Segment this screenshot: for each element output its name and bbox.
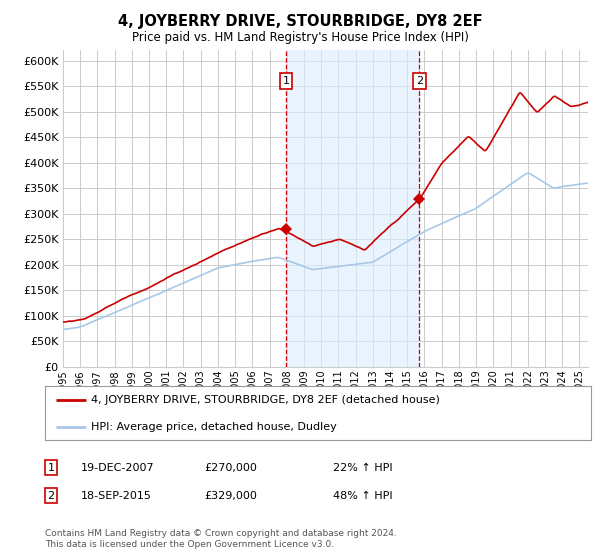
Text: £270,000: £270,000 — [204, 463, 257, 473]
Text: Contains HM Land Registry data © Crown copyright and database right 2024.
This d: Contains HM Land Registry data © Crown c… — [45, 529, 397, 549]
Text: 1: 1 — [283, 76, 290, 86]
Text: £329,000: £329,000 — [204, 491, 257, 501]
Text: 48% ↑ HPI: 48% ↑ HPI — [333, 491, 392, 501]
Text: 2: 2 — [47, 491, 55, 501]
Text: 22% ↑ HPI: 22% ↑ HPI — [333, 463, 392, 473]
Text: 4, JOYBERRY DRIVE, STOURBRIDGE, DY8 2EF: 4, JOYBERRY DRIVE, STOURBRIDGE, DY8 2EF — [118, 14, 482, 29]
Text: 2: 2 — [416, 76, 423, 86]
Bar — [286, 50, 419, 367]
Text: HPI: Average price, detached house, Dudley: HPI: Average price, detached house, Dudl… — [91, 422, 337, 432]
Text: 19-DEC-2007: 19-DEC-2007 — [81, 463, 155, 473]
Text: 18-SEP-2015: 18-SEP-2015 — [81, 491, 152, 501]
Text: 1: 1 — [47, 463, 55, 473]
Text: 4, JOYBERRY DRIVE, STOURBRIDGE, DY8 2EF (detached house): 4, JOYBERRY DRIVE, STOURBRIDGE, DY8 2EF … — [91, 395, 440, 405]
Text: Price paid vs. HM Land Registry's House Price Index (HPI): Price paid vs. HM Land Registry's House … — [131, 31, 469, 44]
